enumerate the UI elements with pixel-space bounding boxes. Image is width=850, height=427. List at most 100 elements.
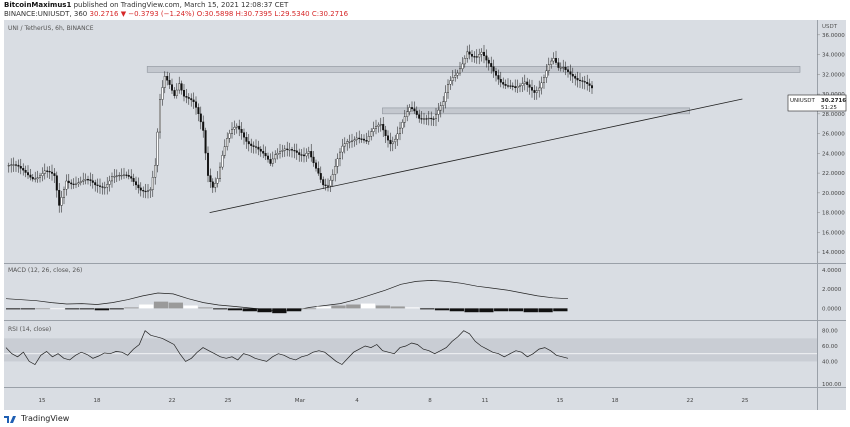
candle	[487, 59, 490, 64]
candle	[228, 133, 231, 139]
candle	[98, 185, 101, 187]
candle	[14, 164, 17, 166]
candle	[583, 81, 586, 83]
candle	[459, 68, 462, 74]
candle	[60, 197, 63, 206]
last-price-header: 30.2716	[89, 10, 119, 18]
price-tick-label: 20.0000	[822, 191, 845, 197]
candle	[31, 177, 34, 180]
candle	[130, 176, 133, 179]
candle	[562, 67, 565, 69]
candle	[122, 174, 125, 176]
candle	[370, 131, 373, 137]
candle	[259, 148, 262, 152]
author-name: BitcoinMaximus1	[4, 1, 72, 9]
candle	[264, 153, 267, 157]
macd-histogram-bar	[183, 305, 198, 309]
macd-histogram-bar	[538, 308, 553, 313]
time-tick-label: 15	[557, 398, 564, 404]
candle	[468, 51, 471, 55]
candle	[142, 190, 145, 192]
candle	[182, 90, 185, 97]
candle	[367, 136, 370, 142]
candle	[478, 54, 481, 58]
macd-histogram-bar	[65, 308, 80, 310]
candle	[288, 149, 291, 151]
candle	[384, 129, 387, 136]
candle	[70, 182, 73, 185]
price-pane-title: UNI / TetherUS, 6h, BINANCE	[8, 25, 94, 32]
candle	[82, 179, 85, 182]
tradingview-icon	[4, 415, 16, 423]
candle	[588, 83, 591, 86]
price-tick-label: 14.0000	[822, 250, 845, 256]
macd-histogram-bar	[94, 308, 110, 311]
macd-histogram-bar	[449, 308, 464, 312]
candle	[567, 69, 570, 72]
candle	[511, 85, 514, 87]
macd-histogram-bar	[6, 308, 21, 310]
candle	[466, 51, 469, 59]
candle	[435, 114, 438, 119]
candle	[413, 108, 416, 112]
candle	[425, 118, 428, 120]
candle	[94, 182, 97, 186]
candle	[103, 186, 106, 189]
candle	[180, 83, 183, 91]
candle	[317, 168, 320, 174]
candle	[178, 83, 181, 91]
candle	[540, 82, 543, 89]
price-tick-label: 16.0000	[822, 230, 845, 236]
candle	[343, 143, 346, 147]
rsi-pane-title: RSI (14, close)	[8, 326, 51, 333]
candle	[319, 173, 322, 180]
candle	[144, 190, 147, 193]
candle	[495, 71, 498, 76]
candle	[586, 82, 589, 84]
candle	[39, 175, 42, 178]
macd-histogram-bar	[50, 308, 65, 310]
candle	[360, 138, 363, 140]
rsi-tick-label: 60.00	[822, 344, 838, 350]
candle	[571, 74, 574, 77]
candle	[456, 72, 459, 76]
candle	[528, 84, 531, 88]
candle	[34, 178, 37, 180]
candle	[48, 171, 51, 173]
candle	[375, 126, 378, 129]
macd-histogram-bar	[464, 308, 479, 313]
price-pane-bg	[4, 20, 817, 263]
candle	[521, 83, 524, 86]
candle	[267, 155, 270, 160]
price-tag-value: 30.2716	[821, 98, 846, 104]
candle	[233, 127, 236, 130]
candle	[221, 155, 224, 168]
candle	[552, 58, 555, 62]
candle	[420, 118, 423, 120]
candle	[137, 184, 140, 189]
candle	[274, 154, 277, 160]
candle	[516, 86, 519, 88]
candle	[427, 117, 430, 120]
macd-histogram-bar	[139, 304, 154, 309]
candle	[377, 124, 380, 127]
time-tick-label: 22	[687, 398, 694, 404]
candle	[322, 179, 325, 186]
candle	[355, 137, 358, 141]
candle	[139, 187, 142, 191]
macd-histogram-bar	[79, 308, 95, 310]
time-tick-label: 15	[39, 398, 46, 404]
candle	[74, 183, 77, 185]
candle	[257, 146, 260, 150]
tradingview-logo[interactable]: TradingView	[4, 414, 69, 423]
macd-histogram-bar	[168, 302, 183, 309]
candle	[27, 172, 30, 176]
candle	[461, 63, 464, 70]
price-tag-countdown: 51:25	[821, 105, 837, 111]
candle	[209, 175, 212, 183]
candle	[118, 174, 121, 177]
candle	[120, 174, 123, 177]
candle	[519, 85, 522, 87]
candle	[499, 79, 502, 83]
